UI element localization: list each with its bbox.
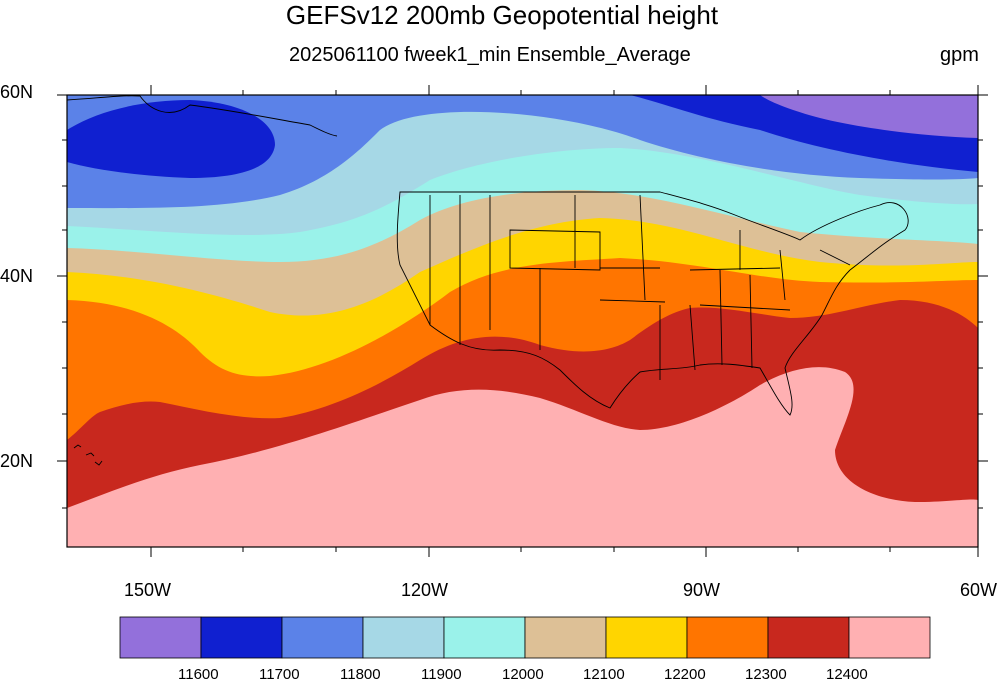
colorbar-label-11700: 11700: [259, 666, 300, 683]
colorbar-swatch-7: [686, 616, 769, 659]
map-border: [66, 94, 979, 548]
colorbar: [119, 616, 931, 659]
lon-label-60w: 60W: [960, 580, 998, 600]
colorbar-label-12200: 12200: [664, 666, 706, 683]
colorbar-swatch-5: [524, 616, 607, 659]
colorbar-swatch-0: [119, 616, 202, 659]
lon-label-150w: 150W: [124, 580, 172, 600]
colorbar-swatch-1: [200, 616, 283, 659]
colorbar-label-12100: 12100: [583, 666, 625, 683]
colorbar-label-12300: 12300: [745, 666, 787, 683]
hawaii-islands: [73, 444, 103, 466]
state-lines: [429, 194, 851, 380]
colorbar-swatch-8: [767, 616, 850, 659]
colorbar-label-12000: 12000: [502, 666, 544, 683]
contour-band-below-11600: [760, 95, 978, 138]
map-boundaries: [67, 95, 909, 466]
us-coastline: [396, 191, 909, 416]
map-subtitle: 2025061100 fweek1_min Ensemble_Average: [289, 44, 691, 66]
colorbar-label-11600: 11600: [178, 666, 219, 683]
colorbar-swatch-4: [443, 616, 526, 659]
colorbar-swatch-9: [848, 616, 931, 659]
map-title: GEFSv12 200mb Geopotential height: [285, 0, 719, 30]
filled-contours: [67, 95, 978, 547]
lat-label-60n: 60N: [0, 82, 34, 102]
colorbar-label-12400: 12400: [826, 666, 868, 683]
colorbar-swatch-6: [605, 616, 688, 659]
contour-band-11600-west: [67, 100, 275, 178]
lat-label-40n: 40N: [0, 266, 34, 286]
colorbar-swatch-3: [362, 616, 445, 659]
colorbar-swatch-2: [281, 616, 364, 659]
units-label: gpm: [940, 44, 979, 66]
lat-label-20n: 20N: [0, 451, 34, 471]
alaska-coast: [67, 95, 338, 137]
lon-label-120w: 120W: [401, 580, 449, 600]
axis-ticks: [57, 85, 988, 557]
lon-label-90w: 90W: [683, 580, 721, 600]
contour-band-12400: [67, 367, 978, 547]
colorbar-label-11900: 11900: [421, 666, 462, 683]
colorbar-label-11800: 11800: [340, 666, 381, 683]
